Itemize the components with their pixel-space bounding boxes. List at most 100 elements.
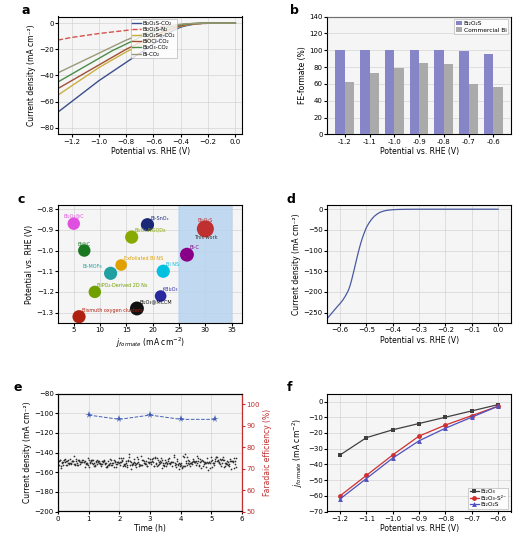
Point (75, 456, 83, 465)
BiOCl-CO₂ (196, 20, 202, 27)
Point (172, 457, 181, 466)
Y-axis label: Current density (mA cm⁻²): Current density (mA cm⁻²) (23, 402, 32, 503)
Point (122, 459, 131, 468)
Bi₂O₂Se-CO₂ (219, 20, 225, 26)
Point (209, 459, 217, 468)
Bi₂O₃ (389, 426, 396, 433)
Bi₂O₂Se-CO₂ (110, 57, 116, 63)
Bi₂O₃-CO₂ (168, 23, 174, 30)
Point (174, 464, 183, 473)
Point (205, 457, 213, 466)
Point (191, 458, 200, 467)
Bi₂O₃-S²⁻ (389, 452, 396, 458)
Point (218, 454, 227, 463)
Point (155, 458, 163, 467)
Bi₂O₂Se-CO₂ (55, 92, 61, 98)
Point (149, 458, 158, 466)
Y-axis label: Potential vs. RHE (V): Potential vs. RHE (V) (25, 224, 34, 304)
Bi₂O₂S (416, 437, 422, 444)
Bi₂O₃-S²⁻ (469, 412, 475, 419)
Point (131, 461, 140, 470)
BiOCl-CO₂ (184, 21, 191, 28)
Bi₂O₂Se-CO₂ (172, 25, 179, 31)
Point (70, 219, 78, 228)
X-axis label: Time (h): Time (h) (134, 525, 166, 533)
Point (76, 460, 84, 469)
Bi₂O₂Se-CO₂ (180, 23, 187, 29)
Bi-CO₂ (232, 20, 239, 26)
Point (121, 462, 130, 471)
Point (54, 457, 63, 466)
Point (225, 461, 233, 470)
Point (152, 459, 160, 468)
Point (196, 454, 204, 463)
Point (224, 458, 232, 467)
Point (210, 459, 218, 468)
Point (145, 457, 154, 466)
Point (63, 457, 71, 466)
Point (223, 460, 232, 469)
Point (214, 455, 222, 464)
Point (76, 457, 85, 466)
Point (190, 457, 199, 466)
Point (154, 456, 162, 465)
Text: Bi₂O₂@C: Bi₂O₂@C (63, 213, 84, 218)
Bi₂O₂S-N₂ (157, 24, 163, 30)
Point (113, 460, 121, 469)
Point (223, 456, 231, 465)
Bi₂O₂S-CO₂ (164, 31, 170, 37)
Point (189, 455, 198, 464)
BiOCl-CO₂ (172, 24, 179, 31)
Bi₂O₂S-N₂ (136, 26, 143, 32)
Point (102, 463, 111, 472)
Point (79, 458, 87, 466)
Point (73, 460, 82, 469)
Point (181, 461, 189, 470)
Point (81, 459, 90, 468)
Bi₂O₃-CO₂ (232, 20, 239, 26)
Point (163, 459, 172, 468)
Point (120, 460, 128, 469)
Point (175, 461, 184, 470)
Point (78, 455, 86, 464)
Point (153, 461, 161, 470)
Point (115, 459, 123, 468)
Bi₂O₂S-CO₂ (189, 21, 195, 28)
Point (150, 461, 158, 470)
Bar (409, 50, 419, 134)
Point (84, 455, 93, 464)
Point (109, 459, 117, 468)
Point (103, 462, 111, 471)
Point (192, 457, 201, 466)
Bi₂O₂S-N₂ (171, 22, 177, 29)
X-axis label: Potential vs. RHE (V): Potential vs. RHE (V) (379, 336, 458, 345)
Bi₂O₃-CO₂ (189, 20, 195, 27)
Point (178, 463, 187, 471)
Point (195, 461, 203, 470)
Point (124, 452, 133, 461)
Point (79, 458, 87, 466)
Point (202, 463, 210, 471)
Point (139, 455, 147, 464)
Bi-CO₂ (157, 25, 163, 31)
Point (67, 456, 76, 465)
Point (119, 454, 127, 463)
Bi₂O₃-S²⁻ (442, 422, 448, 428)
Point (124, 455, 132, 464)
Point (222, 459, 230, 468)
Point (62, 456, 70, 465)
Point (106, 459, 115, 468)
Bi₂O₃-CO₂ (82, 63, 89, 69)
Point (93, 459, 102, 468)
Point (201, 459, 209, 468)
BiOCl-CO₂ (136, 40, 143, 46)
Point (106, 269, 115, 278)
Point (227, 465, 236, 474)
Point (184, 456, 193, 465)
Text: Bi-MOFs: Bi-MOFs (83, 264, 103, 269)
Point (132, 459, 141, 468)
Point (71, 460, 80, 469)
Bi₂O₂S-N₂ (178, 21, 184, 28)
Circle shape (179, 0, 232, 550)
Text: f-Bi₂O₃: f-Bi₂O₃ (163, 287, 179, 292)
